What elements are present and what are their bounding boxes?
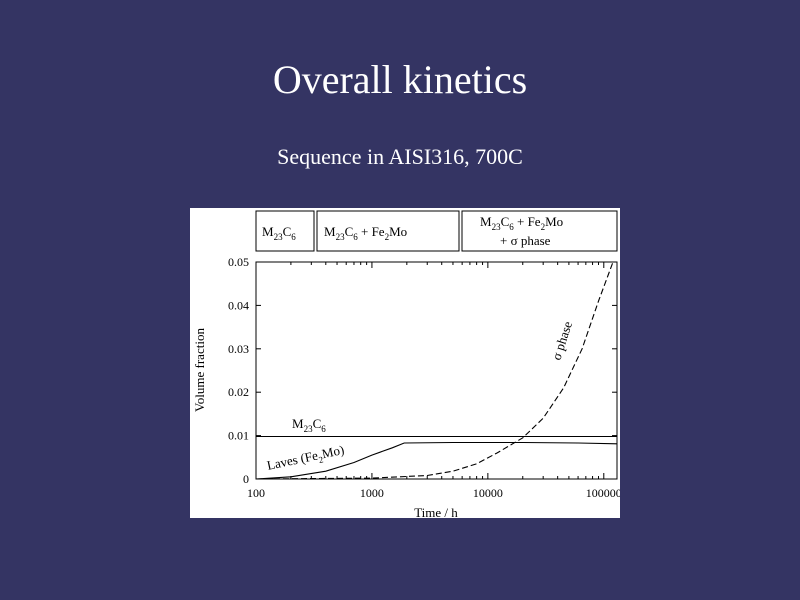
x-tick-label: 100	[247, 486, 265, 500]
region-label-1: M23C6	[262, 224, 296, 242]
x-tick-label: 10000	[473, 486, 503, 500]
x-axis-label: Time / h	[414, 505, 458, 518]
region-box-3	[461, 210, 618, 252]
slide-subtitle: Sequence in AISI316, 700C	[277, 144, 523, 169]
kinetics-chart: M23C6 M23C6 + Fe2Mo M23C6 + Fe2Mo + σ ph…	[190, 208, 620, 518]
region-box-1	[255, 210, 315, 252]
x-tick-label: 1000	[360, 486, 384, 500]
series-label-sigma: σ phase	[549, 319, 576, 362]
series-label-laves: Laves (Fe2Mo)	[266, 442, 347, 476]
series-line-2	[255, 441, 618, 480]
y-tick-label: 0.01	[228, 429, 249, 443]
axes: 0 0.01 0.02 0.03 0.04 0.05 100 1000 10000 100000	[228, 255, 620, 500]
series-label-m23c6: M23C6	[292, 416, 326, 434]
chart-svg: M23C6 M23C6 + Fe2Mo M23C6 + Fe2Mo + σ ph…	[192, 210, 620, 518]
series-line-3	[255, 261, 614, 480]
series-group	[255, 261, 618, 480]
slide-title: Overall kinetics	[272, 57, 528, 102]
y-axis-label: Volume fraction	[192, 328, 207, 412]
region-label-3-line2: + σ phase	[500, 233, 551, 248]
region-label-2: M23C6 + Fe2Mo	[324, 224, 407, 242]
region-label-3: M23C6 + Fe2Mo	[480, 214, 563, 232]
phase-regions: M23C6 M23C6 + Fe2Mo M23C6 + Fe2Mo + σ ph…	[255, 210, 618, 252]
y-tick-label: 0.03	[228, 342, 249, 356]
y-tick-label: 0.04	[228, 298, 249, 312]
y-tick-label: 0.02	[228, 385, 249, 399]
region-box-2	[316, 210, 460, 252]
plot-frame	[255, 261, 618, 480]
y-tick-label: 0	[243, 472, 249, 486]
y-tick-label: 0.05	[228, 255, 249, 269]
x-tick-label: 100000	[586, 486, 620, 500]
